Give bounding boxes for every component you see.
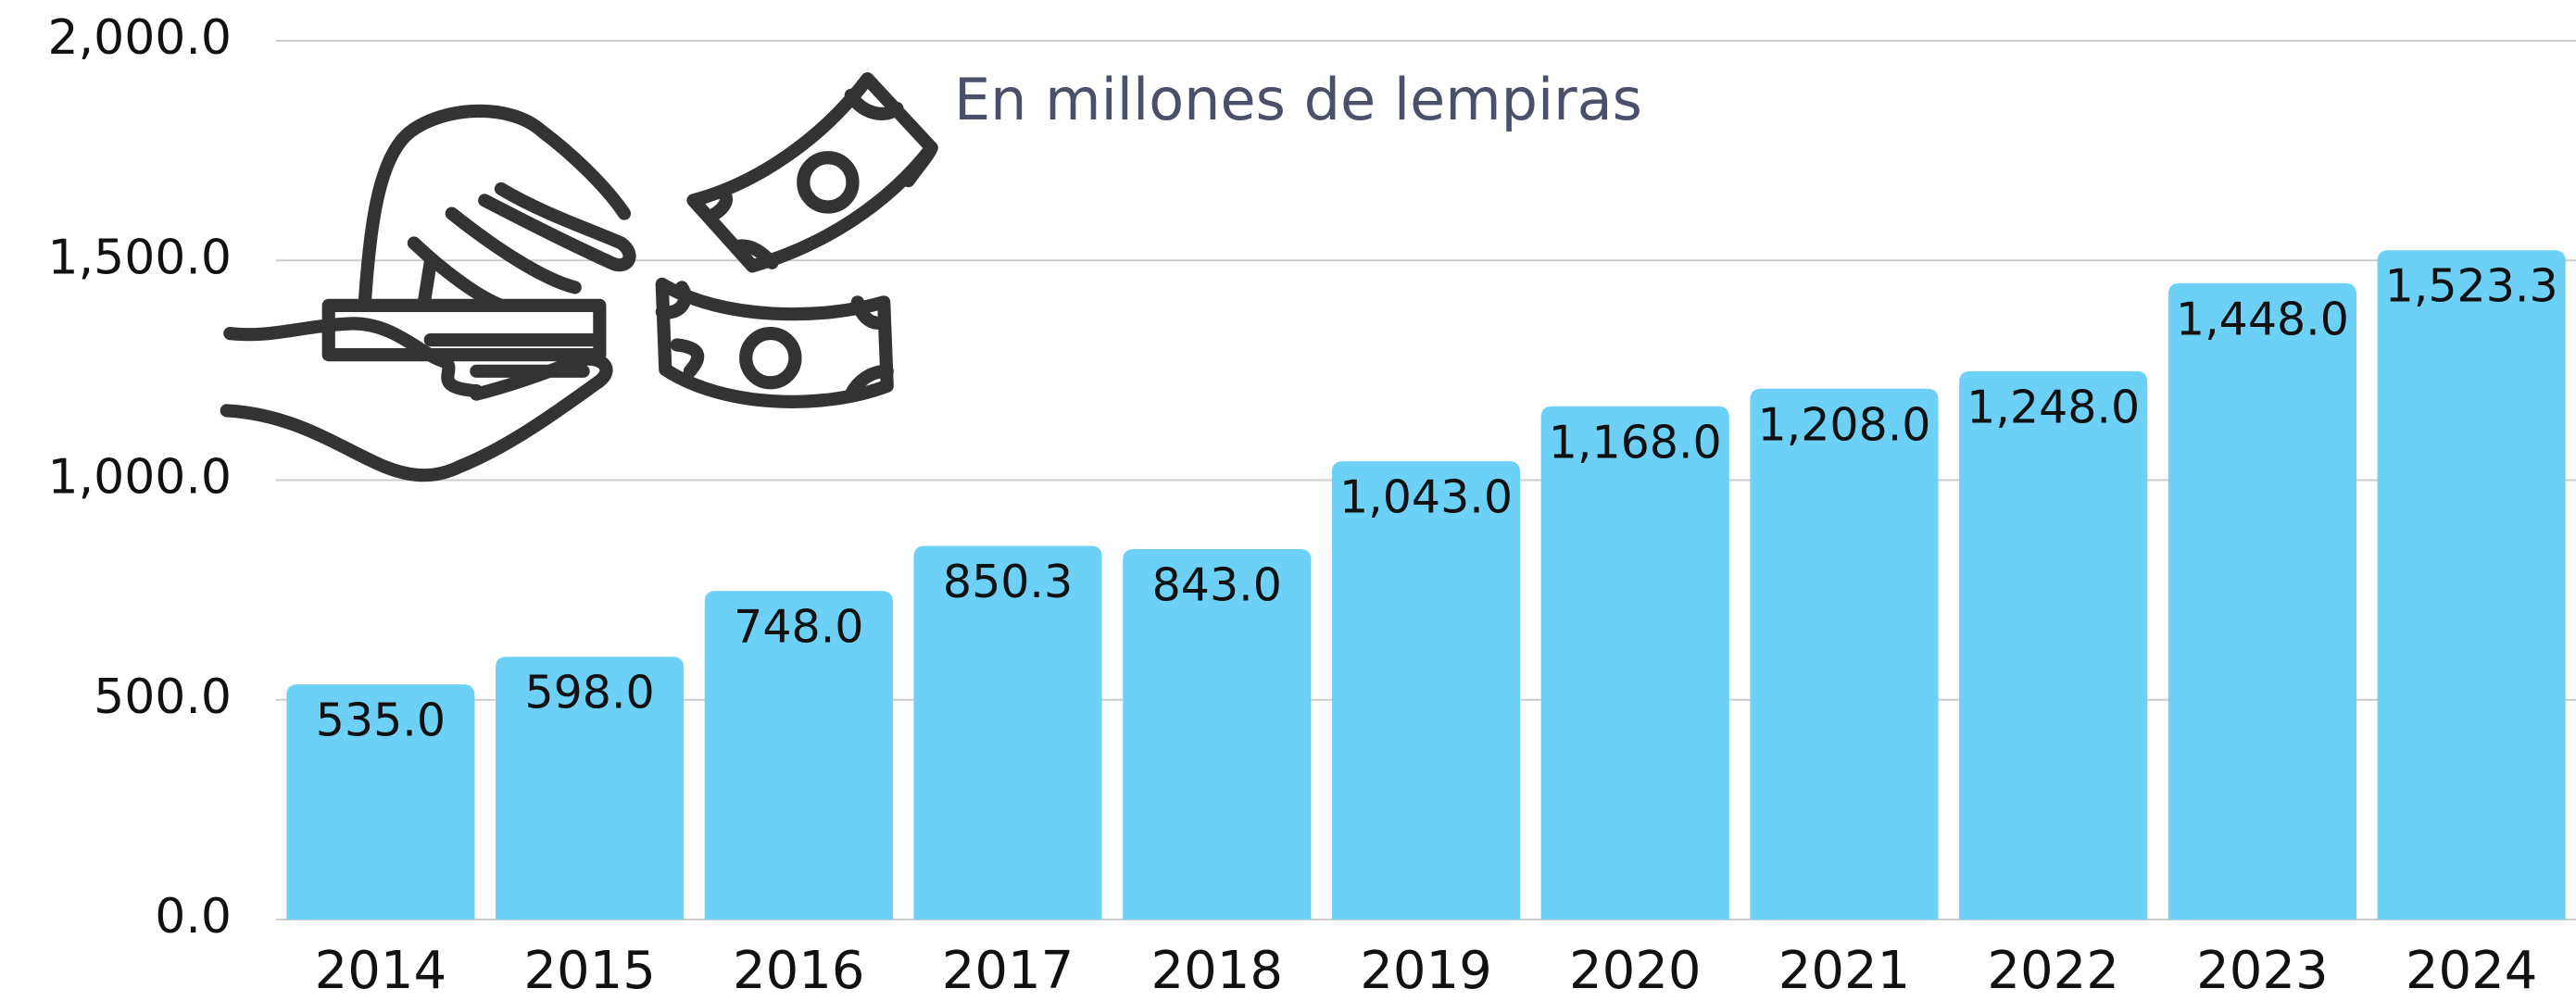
subtitle: En millones de lempiras [954,66,1642,133]
data-label: 1,448.0 [2176,293,2349,345]
y-tick-label: 500.0 [94,669,232,725]
money-hand-icon [227,79,932,475]
y-tick-label: 2,000.0 [48,10,232,66]
data-label: 1,248.0 [1967,381,2140,433]
chart: En millones de lempiras 0.0 500.0 1,000.0 1… [0,0,2576,1001]
data-label: 1,168.0 [1549,416,1722,469]
y-tick-label: 0.0 [155,889,232,945]
x-tick-label: 2019 [1360,941,1492,1001]
data-label: 1,523.3 [2385,260,2558,313]
data-label: 598.0 [524,667,654,719]
bar [1332,461,1520,920]
bar [1959,371,2147,920]
x-tick-label: 2016 [733,941,865,1001]
page: {"chart_data": { "type": "bar", "subtitl… [0,0,2576,1001]
x-tick-label: 2014 [315,941,447,1001]
bar [1541,407,1729,920]
y-tick-label: 1,500.0 [48,230,232,285]
bars [286,250,2565,920]
bar [2168,283,2356,920]
x-tick-label: 2017 [942,941,1074,1001]
data-label: 1,043.0 [1339,471,1513,524]
data-label: 535.0 [316,694,446,747]
data-label: 1,208.0 [1757,398,1930,451]
data-label: 748.0 [734,601,863,654]
bar [2378,250,2566,920]
x-tick-label: 2022 [1987,941,2119,1001]
data-label: 850.3 [943,556,1073,608]
x-tick-label: 2015 [523,941,656,1001]
y-tick-label: 1,000.0 [48,450,232,506]
x-tick-label: 2020 [1569,941,1702,1001]
x-tick-label: 2024 [2406,941,2538,1001]
x-tick-label: 2023 [2196,941,2329,1001]
x-tick-label: 2021 [1778,941,1911,1001]
data-label: 843.0 [1152,558,1282,611]
bar [1750,389,1938,920]
x-tick-label: 2018 [1151,941,1284,1001]
